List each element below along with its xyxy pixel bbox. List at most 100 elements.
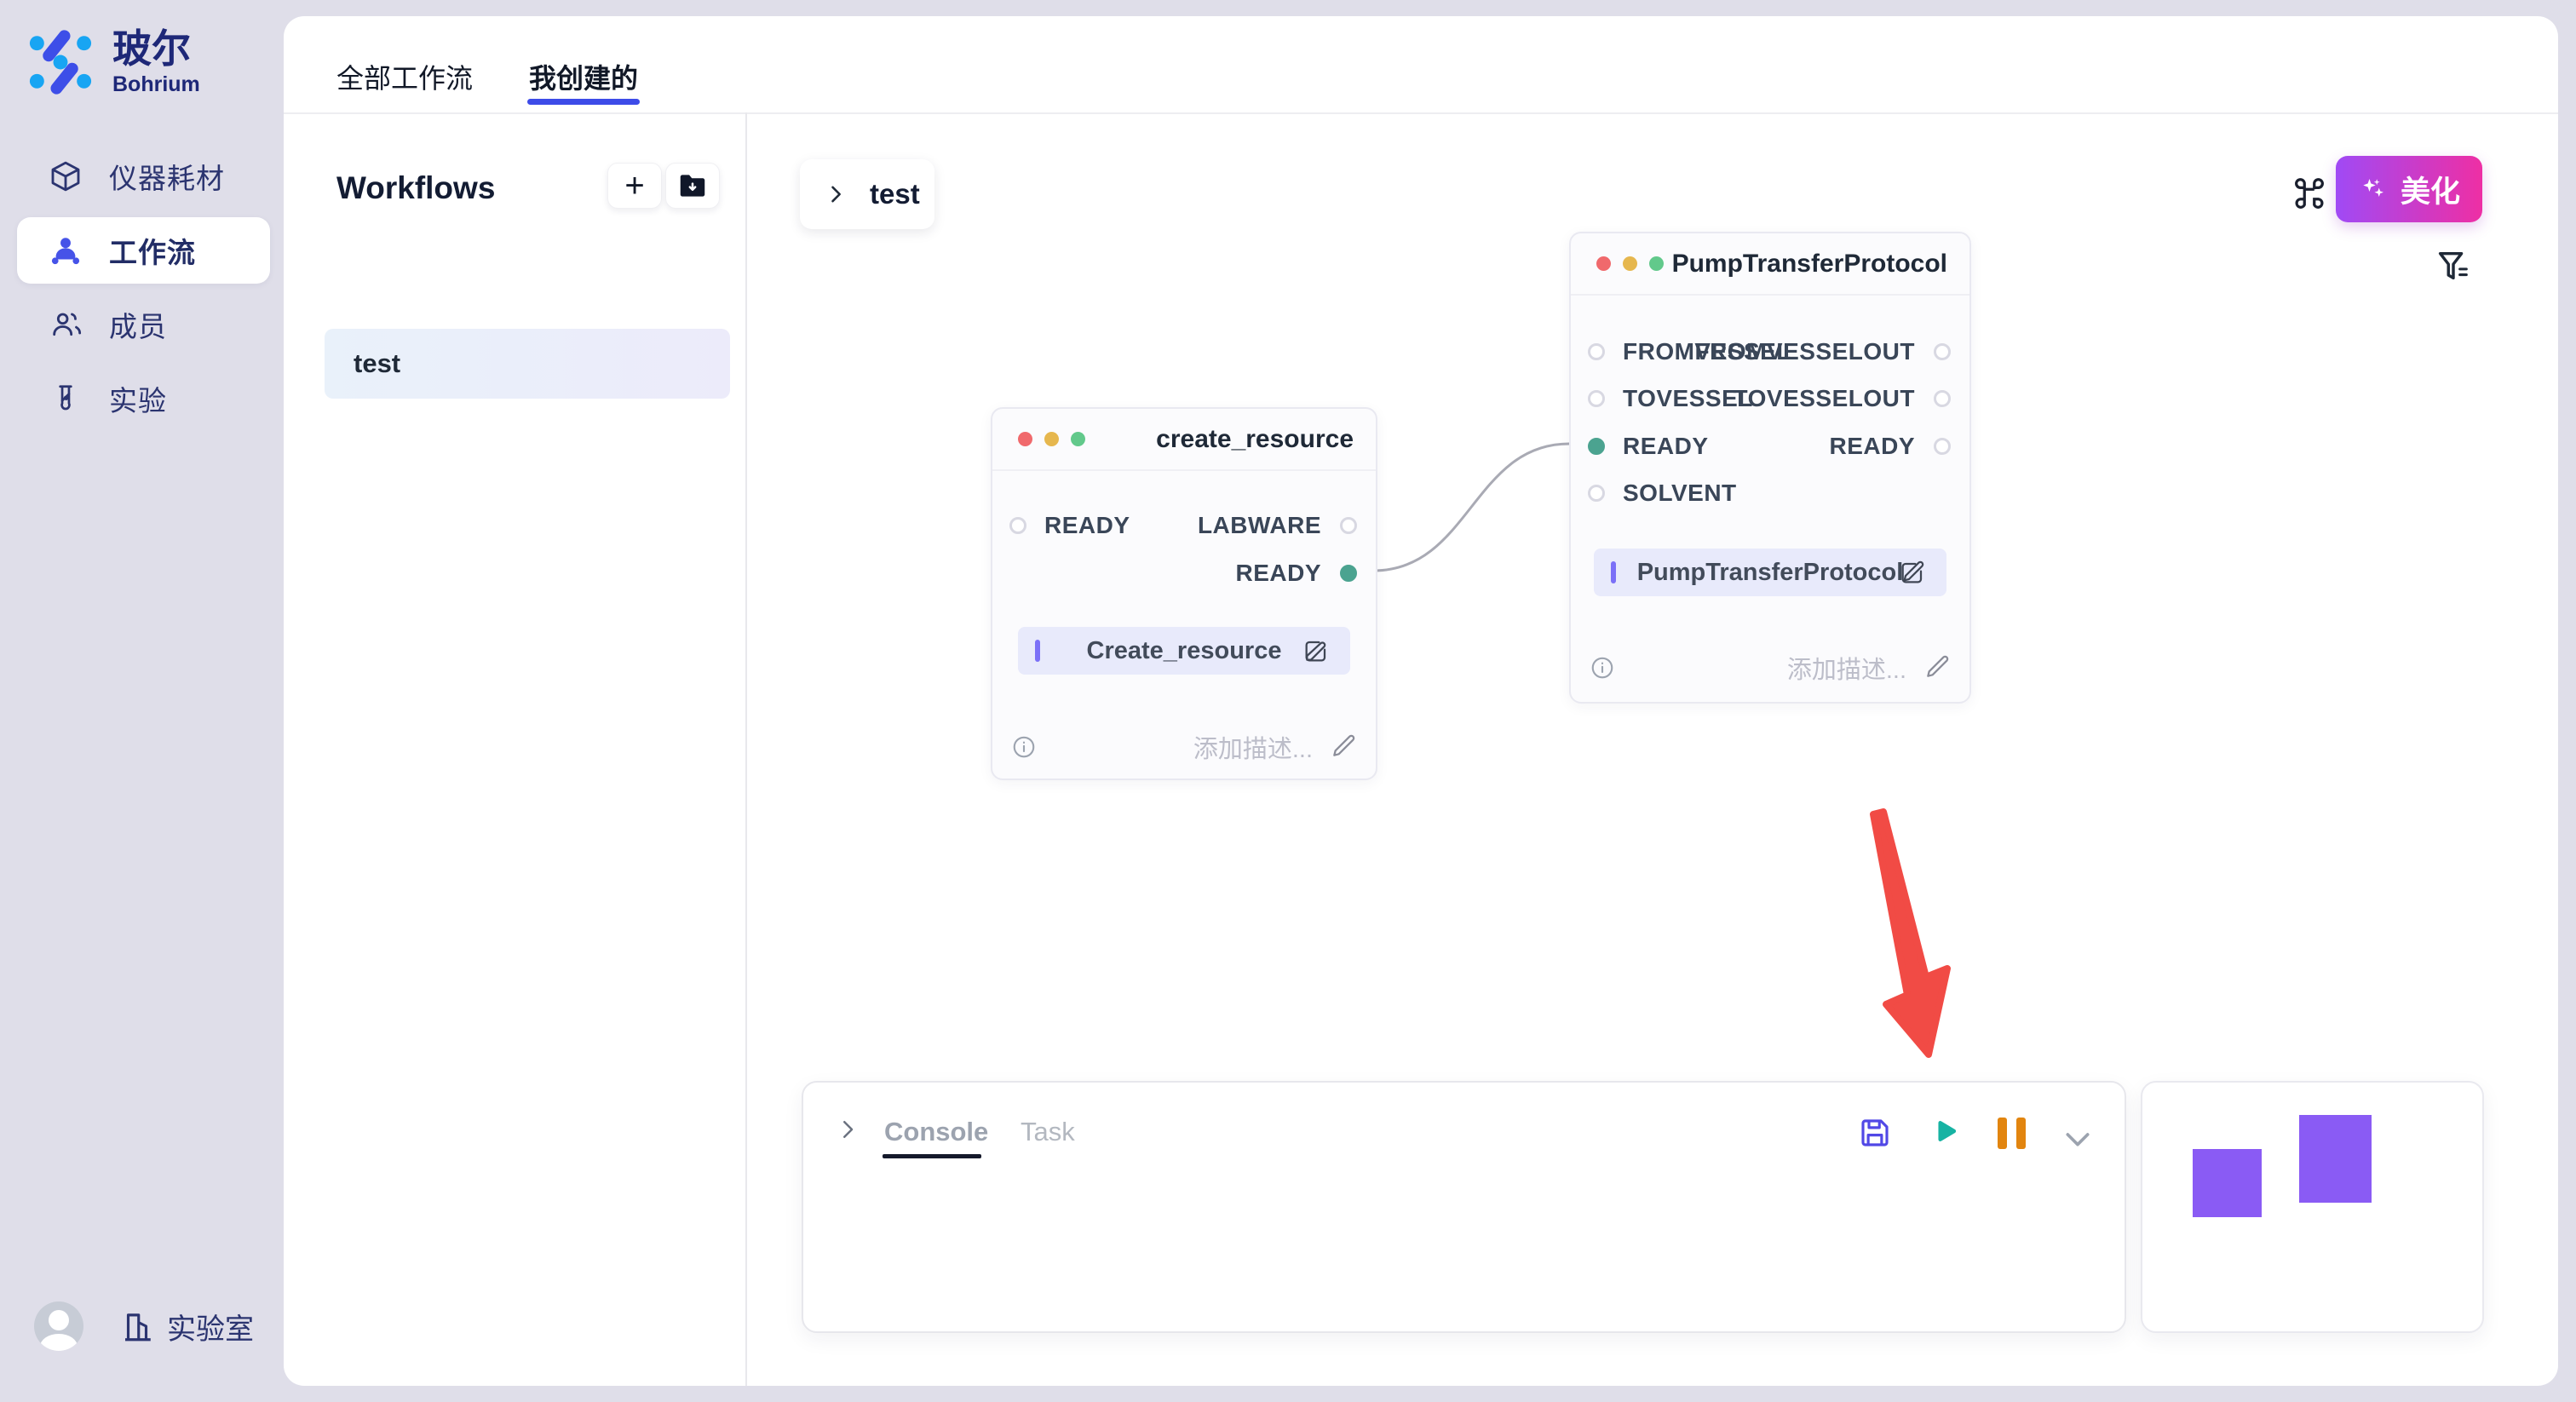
top-tabbar: 全部工作流 我创建的 [284,16,2558,114]
workflow-list-item[interactable]: test [325,329,730,399]
port-label: SOLVENT [1623,480,1737,506]
input-port-solvent[interactable] [1588,485,1605,502]
play-icon[interactable] [1928,1115,1962,1149]
plus-icon: + [624,166,645,204]
input-port-ready[interactable] [1009,517,1026,534]
dot-red [1596,256,1611,271]
input-port-ready[interactable] [1588,438,1605,455]
port-label: FROMVESSEL [1623,338,1791,365]
port-row: READY [992,555,1376,591]
beautify-button[interactable]: 美化 [2336,156,2482,222]
traffic-dots [1596,256,1664,271]
output-port-ready[interactable] [1934,438,1951,455]
dot-yellow [1044,432,1059,446]
tab-created-by-me[interactable]: 我创建的 [529,63,639,94]
description-placeholder[interactable]: 添加描述... [1193,736,1313,763]
pill-accent-bar [1035,640,1040,662]
port-label: TOVESSEL [1623,385,1753,411]
sidebar-item-members[interactable]: 成员 [0,291,284,358]
pencil-icon[interactable] [1923,653,1951,681]
workflow-icon [48,233,83,268]
dot-green [1071,432,1085,446]
canvas-breadcrumb-chip[interactable]: test [800,159,934,229]
sidebar-item-instruments[interactable]: 仪器耗材 [0,143,284,210]
port-row: READY LABWARE [992,508,1376,543]
output-port-fromvesselout[interactable] [1934,343,1951,360]
filter-funnel-icon[interactable] [2434,246,2473,287]
traffic-dots [1018,432,1085,446]
port-row: READY READY [1571,428,1969,464]
node-header: create_resource [992,409,1376,471]
pencil-icon[interactable] [1330,733,1357,760]
node-pump-transfer-protocol[interactable]: PumpTransferProtocol FROMVESSEL FROMVESS… [1569,232,1971,704]
import-folder-button[interactable] [665,163,720,209]
port-label: TOVESSELOUT [1733,385,1915,411]
add-workflow-button[interactable]: + [607,163,662,209]
node-function-pill[interactable]: Create_resource [1018,627,1350,675]
sidebar-item-experiments[interactable]: 实验 [0,365,284,432]
pill-label: PumpTransferProtocol [1636,558,1904,586]
pause-bar [1998,1118,2007,1149]
port-row: SOLVENT [1571,475,1969,511]
edit-icon[interactable] [1302,637,1330,664]
input-port-tovessel[interactable] [1588,390,1605,407]
info-icon[interactable] [1011,734,1037,760]
tab-all-workflows[interactable]: 全部工作流 [336,63,474,94]
building-icon [125,1313,151,1342]
output-port-ready[interactable] [1340,565,1357,582]
tab-task[interactable]: Task [1021,1117,1075,1146]
pill-label: Create_resource [1086,636,1282,664]
command-layout-icon[interactable] [2290,175,2329,214]
sidebar-item-label: 成员 [109,311,167,342]
port-row: FROMVESSEL FROMVESSELOUT [1571,334,1969,370]
port-label: FROMVESSELOUT [1694,338,1915,365]
input-port-fromvessel[interactable] [1588,343,1605,360]
lab-label: 实验室 [167,1313,254,1346]
workflows-title: Workflows [336,170,496,205]
active-tab-indicator [527,99,640,105]
sparkles-icon [2363,179,2383,197]
console-panel: Console Task [802,1081,2126,1333]
minimap-node-rect [2299,1115,2372,1203]
sidebar: 玻尔 Bohrium 仪器耗材 [0,0,284,1402]
sidebar-item-label: 工作流 [109,237,196,268]
node-footer: 添加描述... [1590,651,1951,685]
save-icon[interactable] [1857,1115,1893,1151]
console-active-tab-indicator [883,1154,981,1158]
description-placeholder[interactable]: 添加描述... [1786,657,1906,684]
minimap[interactable] [2141,1081,2484,1333]
pill-accent-bar [1611,561,1616,583]
lab-switcher[interactable]: 实验室 [119,1306,254,1347]
port-label: LABWARE [1197,512,1321,538]
brand-logo: 玻尔 Bohrium [24,26,200,99]
pause-icon[interactable] [1998,1118,2026,1149]
dot-yellow [1623,256,1637,271]
beautify-label: 美化 [2400,175,2460,209]
pause-bar [2016,1118,2026,1149]
workflows-sidebar: Workflows + test [284,112,747,1386]
minimap-node-rect [2193,1149,2262,1217]
box-icon [48,158,83,194]
chevron-down-icon[interactable] [2061,1122,2095,1156]
port-label: READY [1829,433,1915,459]
output-port-labware[interactable] [1340,517,1357,534]
sidebar-item-label: 实验 [109,385,167,417]
info-icon[interactable] [1590,655,1615,681]
node-create-resource[interactable]: create_resource READY LABWARE READY Crea… [991,407,1377,780]
chevron-right-icon[interactable] [835,1117,860,1142]
node-function-pill[interactable]: PumpTransferProtocol [1594,549,1946,596]
edit-icon[interactable] [1899,559,1926,586]
sidebar-user-row[interactable]: 实验室 [34,1301,254,1351]
output-port-tovesselout[interactable] [1934,390,1951,407]
main-panel: 全部工作流 我创建的 Workflows + test [284,16,2558,1386]
tab-console[interactable]: Console [884,1117,989,1146]
members-icon [48,307,83,342]
sidebar-item-label: 仪器耗材 [109,163,225,194]
breadcrumb-label: test [870,178,920,210]
sidebar-item-workflows[interactable]: 工作流 [17,217,270,284]
avatar[interactable] [34,1301,83,1351]
chevron-right-icon [831,186,841,203]
red-annotation-arrow [1870,808,1951,1058]
dot-red [1018,432,1032,446]
